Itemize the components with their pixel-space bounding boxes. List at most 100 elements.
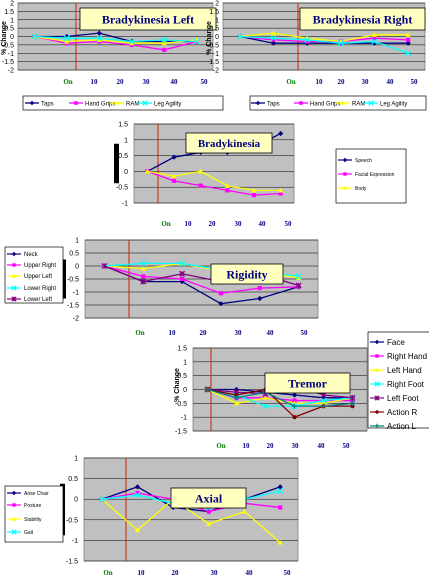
y-tick-label: 1.5	[177, 346, 187, 353]
series-line-3	[147, 170, 281, 192]
chart-3: 1.5 1 0.5 0 -0.5 -1 Bradykinesia On 10 20 30 40 50 Sp…	[114, 122, 407, 228]
legend-label: Lower Right	[24, 286, 56, 292]
series-line-3	[207, 388, 353, 405]
legend-label: Action L	[387, 422, 416, 431]
legend-label: Stability	[24, 517, 42, 523]
legend-label: Body	[355, 186, 367, 192]
legend-label: Posture	[24, 503, 41, 509]
data-point	[270, 35, 277, 42]
series-line-3	[34, 35, 197, 44]
y-tick-label: -1	[8, 51, 14, 58]
x-tick-label: 40	[267, 329, 275, 337]
legend-box	[335, 148, 407, 204]
data-point	[101, 262, 108, 270]
data-point	[304, 36, 311, 43]
y-tick-label: -0.5	[175, 401, 187, 408]
y-tick-label: 0.5	[177, 373, 187, 380]
data-point	[64, 38, 70, 44]
y-axis-label-bar	[61, 259, 66, 299]
data-point	[179, 276, 185, 282]
data-point	[198, 183, 203, 188]
x-tick-label: 10	[243, 442, 251, 450]
chart-title-box	[185, 132, 273, 154]
x-tick-label: 20	[338, 78, 346, 86]
data-point	[292, 398, 297, 403]
y-tick-label: -0.5	[66, 517, 78, 524]
legend-marker	[11, 285, 17, 291]
data-point	[320, 403, 327, 409]
series-line-1	[34, 32, 197, 43]
x-tick-label: 50	[411, 78, 419, 86]
x-tick-label: 30	[211, 569, 219, 577]
legend: Speech Facial Expression Body	[335, 148, 407, 204]
x-tick-label: 40	[318, 442, 326, 450]
y-tick-label: -0.5	[67, 277, 79, 284]
chart-2: 21.51 0.50-0.5 -1-1.5 -2 % Change Bradykinesi…	[206, 1, 427, 111]
data-point	[193, 38, 200, 45]
data-point	[140, 260, 147, 267]
y-tick-label: -1	[122, 201, 128, 208]
y-tick-label: -1.5	[175, 429, 187, 436]
legend-marker	[11, 516, 17, 521]
data-point	[350, 404, 355, 409]
legend-label: Right Foot	[387, 380, 425, 389]
legend-label: Left Hand	[387, 366, 422, 375]
data-point	[251, 187, 257, 193]
data-point	[262, 395, 269, 400]
legend-marker	[142, 100, 148, 106]
series-line-1	[101, 486, 281, 513]
y-tick-label: -2	[8, 68, 14, 75]
data-point	[337, 40, 344, 47]
y-tick-label: -2	[73, 316, 79, 323]
legend: Arise Chair Posture Stability Gait	[4, 485, 64, 543]
x-tick-label: 40	[246, 569, 254, 577]
chart-title-box	[79, 7, 217, 31]
data-point	[204, 386, 211, 393]
y-axis-label: % Change	[1, 21, 8, 55]
x-tick-label: On	[216, 442, 225, 450]
legend-label: Taps	[267, 101, 280, 107]
data-point	[171, 178, 177, 183]
legend-label: Upper Left	[24, 274, 52, 280]
series-line-2	[147, 170, 281, 196]
y-tick-label: -1.5	[67, 303, 79, 310]
data-point	[128, 38, 135, 45]
y-tick-label: 0	[215, 34, 219, 41]
x-tick-label: 10	[316, 78, 324, 86]
x-tick-label: On	[103, 569, 112, 577]
y-tick-label: -1	[73, 290, 79, 297]
y-tick-label: 0.5	[4, 26, 14, 33]
chart-title: Tremor	[288, 376, 328, 390]
y-tick-label: 1.5	[118, 122, 128, 129]
chart-1: 21.510.50-0.5-1-1.5-2% ChangeBradykinesi…	[1, 1, 224, 111]
legend-marker	[374, 339, 380, 345]
data-point	[135, 490, 140, 496]
y-tick-label: 2	[10, 1, 14, 8]
data-point	[257, 295, 263, 302]
legend-marker	[12, 263, 16, 267]
legend-marker	[374, 395, 380, 401]
chart-5: 1.5 1 0.5 0 -0.5 -1 -1.5 % Change Tremor On 10 20 30…	[174, 331, 429, 450]
data-point	[179, 270, 186, 277]
y-tick-label: 1	[124, 137, 128, 144]
legend-marker	[368, 100, 374, 106]
legend-label: RAM	[352, 101, 365, 107]
y-tick-label: 0.5	[68, 476, 78, 483]
x-tick-label: 50	[284, 569, 292, 577]
data-point	[262, 403, 269, 410]
y-tick-label: -0.5	[116, 185, 128, 192]
data-point	[225, 188, 230, 193]
x-tick-label: 40	[171, 78, 179, 86]
legend-label: RAM	[126, 101, 139, 107]
data-point	[405, 32, 411, 37]
data-point	[270, 30, 277, 36]
data-point	[64, 33, 70, 40]
data-point	[140, 266, 146, 271]
data-point	[295, 275, 302, 280]
data-point	[161, 36, 168, 43]
data-point	[371, 32, 378, 37]
data-point	[31, 33, 38, 40]
x-tick-label: 30	[292, 442, 300, 450]
data-point	[257, 286, 262, 291]
series-line-3	[239, 32, 409, 43]
